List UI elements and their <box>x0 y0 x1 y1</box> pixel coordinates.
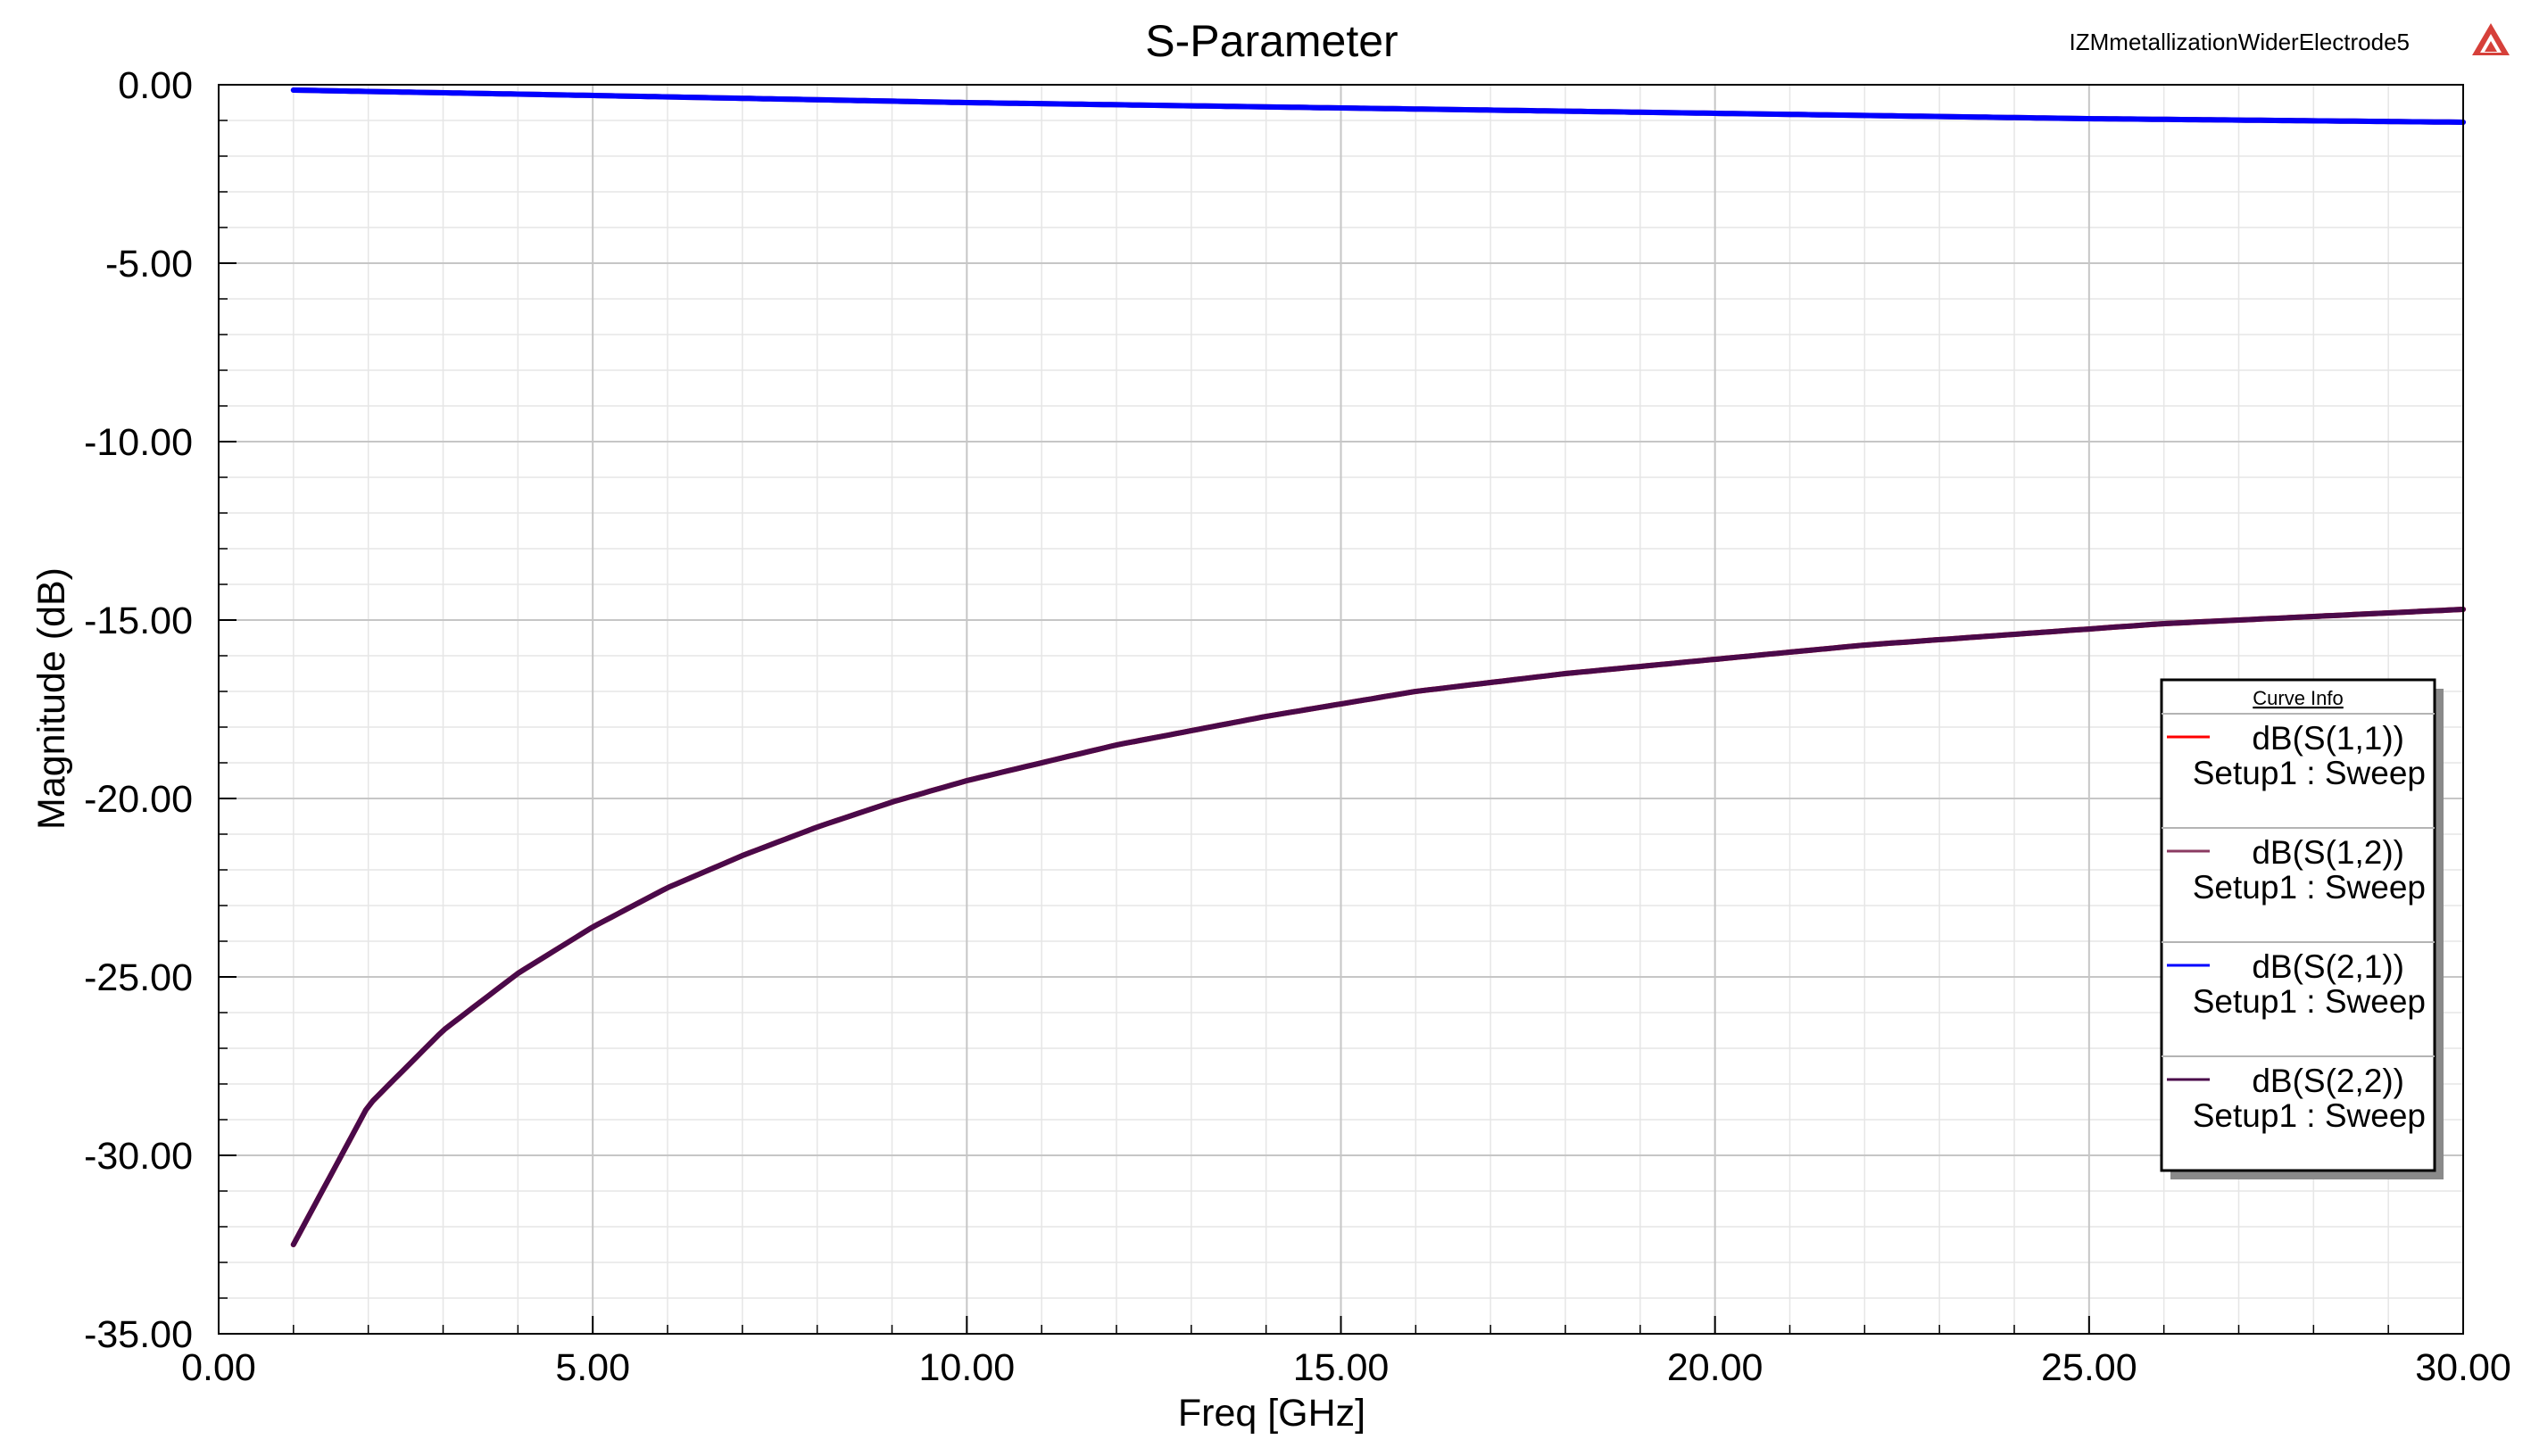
y-tick-label: -35.00 <box>84 1313 193 1356</box>
legend-entry-sub: Setup1 : Sweep <box>2193 869 2426 906</box>
y-tick-label: 0.00 <box>118 64 193 107</box>
legend-entry-name: dB(S(2,2)) <box>2252 1063 2404 1099</box>
legend-title: Curve Info <box>2253 687 2344 709</box>
x-tick-label: 25.00 <box>2041 1346 2137 1389</box>
legend-entry-s12: dB(S(1,2)) Setup1 : Sweep <box>2167 834 2426 906</box>
legend-entry-sub: Setup1 : Sweep <box>2193 755 2426 791</box>
series-line-db-s-2-2 <box>290 607 2466 1247</box>
y-axis-label: Magnitude (dB) <box>30 567 73 830</box>
y-tick-label: -10.00 <box>84 421 193 464</box>
x-tick-label: 10.00 <box>919 1346 1016 1389</box>
legend-entry-name: dB(S(1,1)) <box>2252 720 2404 757</box>
series-line-db-s-2-1 <box>290 87 2466 125</box>
project-name: IZMmetallizationWiderElectrode5 <box>2070 29 2410 55</box>
x-tick-labels: 0.00 5.00 10.00 15.00 20.00 25.00 30.00 <box>181 1346 2511 1389</box>
legend-box <box>2160 678 2436 1172</box>
y-tick-labels: 0.00 -5.00 -10.00 -15.00 -20.00 -25.00 -30.00 -… <box>84 64 193 1356</box>
legend-entry-name: dB(S(1,2)) <box>2252 834 2404 871</box>
x-tick-label: 0.00 <box>181 1346 256 1389</box>
y-tick-label: -5.00 <box>105 243 193 285</box>
legend-entry-s21: dB(S(2,1)) Setup1 : Sweep <box>2167 948 2426 1020</box>
ansys-triangle-logo-icon <box>2472 23 2510 55</box>
y-tick-label: -25.00 <box>84 956 193 999</box>
y-tick-label: -15.00 <box>84 600 193 642</box>
y-tick-label: -20.00 <box>84 778 193 821</box>
legend-entry-s11: dB(S(1,1)) Setup1 : Sweep <box>2167 720 2426 791</box>
x-tick-label: 5.00 <box>555 1346 630 1389</box>
legend-entry-sub: Setup1 : Sweep <box>2193 983 2426 1020</box>
series-layer <box>290 87 2466 1247</box>
legend-entry-sub: Setup1 : Sweep <box>2193 1097 2426 1134</box>
x-tick-label: 20.00 <box>1667 1346 1763 1389</box>
legend-entry-name: dB(S(2,1)) <box>2252 948 2404 985</box>
x-tick-label: 30.00 <box>2415 1346 2511 1389</box>
x-axis-label: Freq [GHz] <box>1178 1392 1365 1435</box>
legend: Curve Info dB(S(1,1)) Setup1 : Sweep dB(… <box>2160 678 2444 1179</box>
y-tick-label: -30.00 <box>84 1135 193 1178</box>
plot-frame <box>218 84 2464 1335</box>
x-tick-label: 15.00 <box>1293 1346 1390 1389</box>
legend-entry-s22: dB(S(2,2)) Setup1 : Sweep <box>2167 1063 2426 1134</box>
chart-title: S-Parameter <box>1145 16 1398 66</box>
